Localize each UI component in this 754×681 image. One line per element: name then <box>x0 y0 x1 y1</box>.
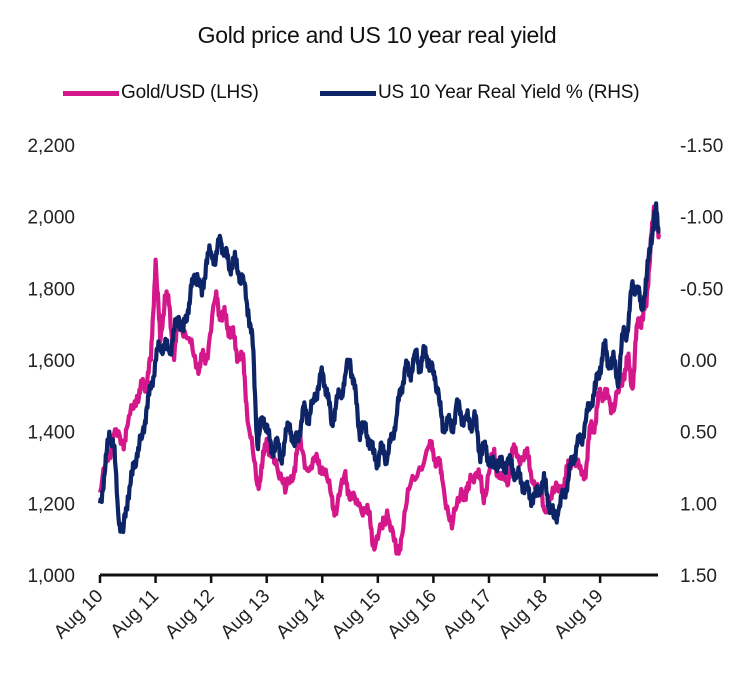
y-right-tick-label: 1.50 <box>680 566 717 587</box>
x-tick-label: Aug 13 <box>217 586 274 643</box>
x-tick-label: Aug 17 <box>439 586 496 643</box>
y-right-tick-label: -1.50 <box>680 136 723 157</box>
x-tick-label: Aug 19 <box>550 586 607 643</box>
legend-yield-swatch <box>320 90 376 96</box>
real-yield-line <box>97 201 661 535</box>
legend-gold-label: Gold/USD (LHS) <box>121 82 259 103</box>
x-tick-label: Aug 14 <box>272 585 330 643</box>
y-right-tick-label: -0.50 <box>680 279 723 300</box>
y-left-tick-label: 2,200 <box>27 136 75 157</box>
legend-yield: US 10 Year Real Yield % (RHS) <box>320 80 640 106</box>
y-right-tick-label: -1.00 <box>680 208 723 229</box>
x-tick-label: Aug 11 <box>107 586 163 642</box>
y-left-tick-label: 1,600 <box>27 351 75 372</box>
y-left-tick-label: 1,800 <box>27 279 75 300</box>
legend-yield-label: US 10 Year Real Yield % (RHS) <box>378 82 640 103</box>
gold-price-line <box>97 203 661 556</box>
legend-gold: Gold/USD (LHS) <box>63 80 259 106</box>
y-left-tick-label: 1,200 <box>27 494 75 515</box>
y-left-tick-label: 1,000 <box>27 566 75 587</box>
y-left-tick-label: 2,000 <box>27 208 75 229</box>
y-right-tick-label: 0.50 <box>680 423 717 444</box>
y-right-tick-label: 0.00 <box>680 351 717 372</box>
y-right-tick-label: 1.00 <box>680 494 717 515</box>
x-tick-label: Aug 16 <box>384 586 441 643</box>
y-left-tick-label: 1,400 <box>27 423 75 444</box>
x-tick-label: Aug 18 <box>495 586 552 643</box>
chart-title: Gold price and US 10 year real yield <box>197 22 557 48</box>
x-tick-label: Aug 12 <box>161 586 218 643</box>
x-tick-label: Aug 15 <box>328 586 385 643</box>
legend-gold-swatch <box>63 90 119 96</box>
x-tick-label: Aug 10 <box>50 586 107 643</box>
